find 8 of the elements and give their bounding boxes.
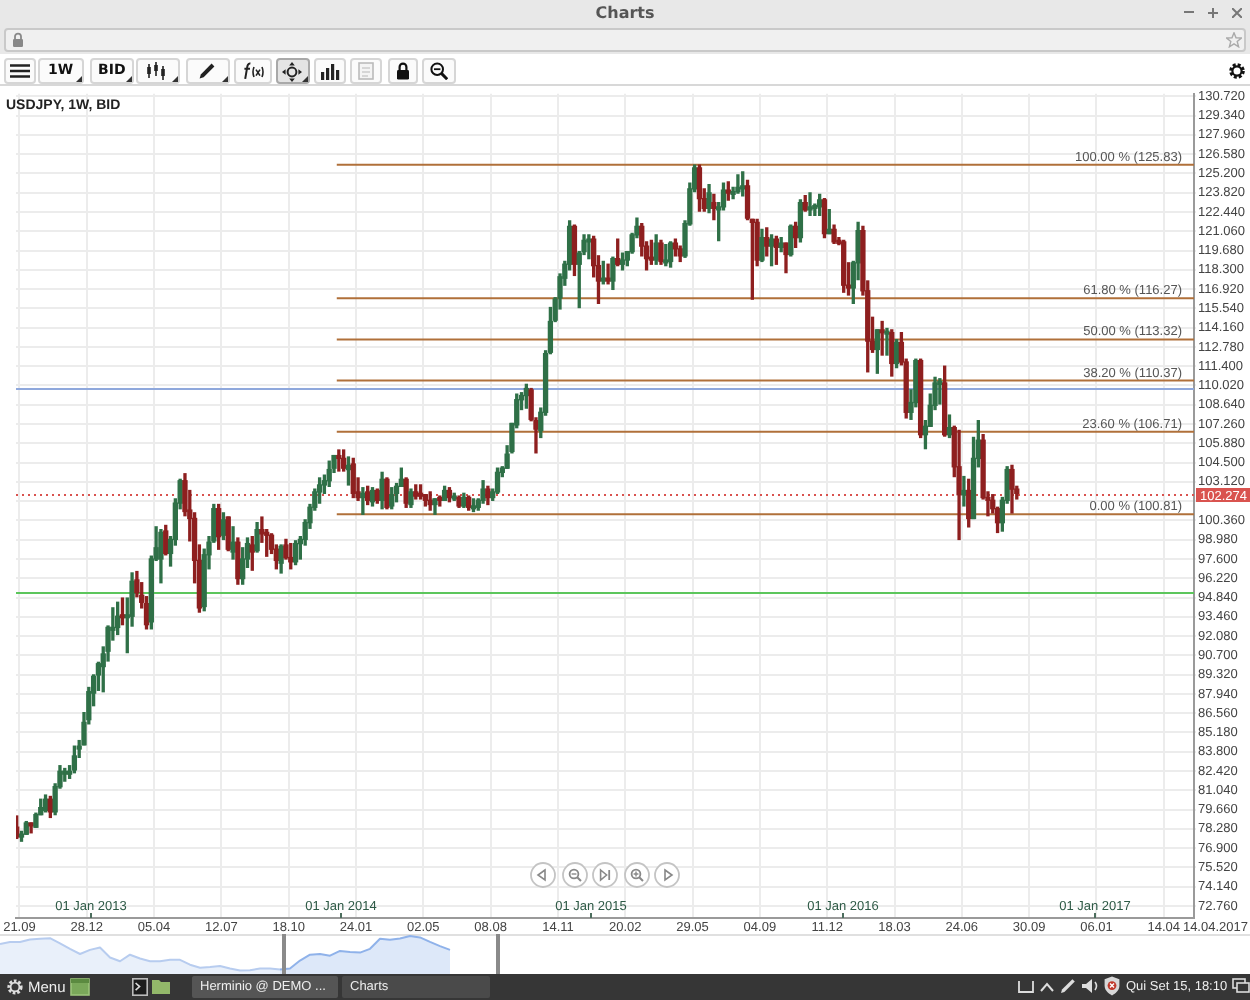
candlestick [879, 320, 885, 356]
candlestick [586, 234, 592, 260]
candlestick [884, 327, 890, 356]
candlestick [605, 263, 611, 285]
text: Charts [595, 4, 655, 22]
candlestick [807, 192, 813, 216]
candlestick [735, 174, 741, 194]
candlestick [937, 378, 943, 405]
